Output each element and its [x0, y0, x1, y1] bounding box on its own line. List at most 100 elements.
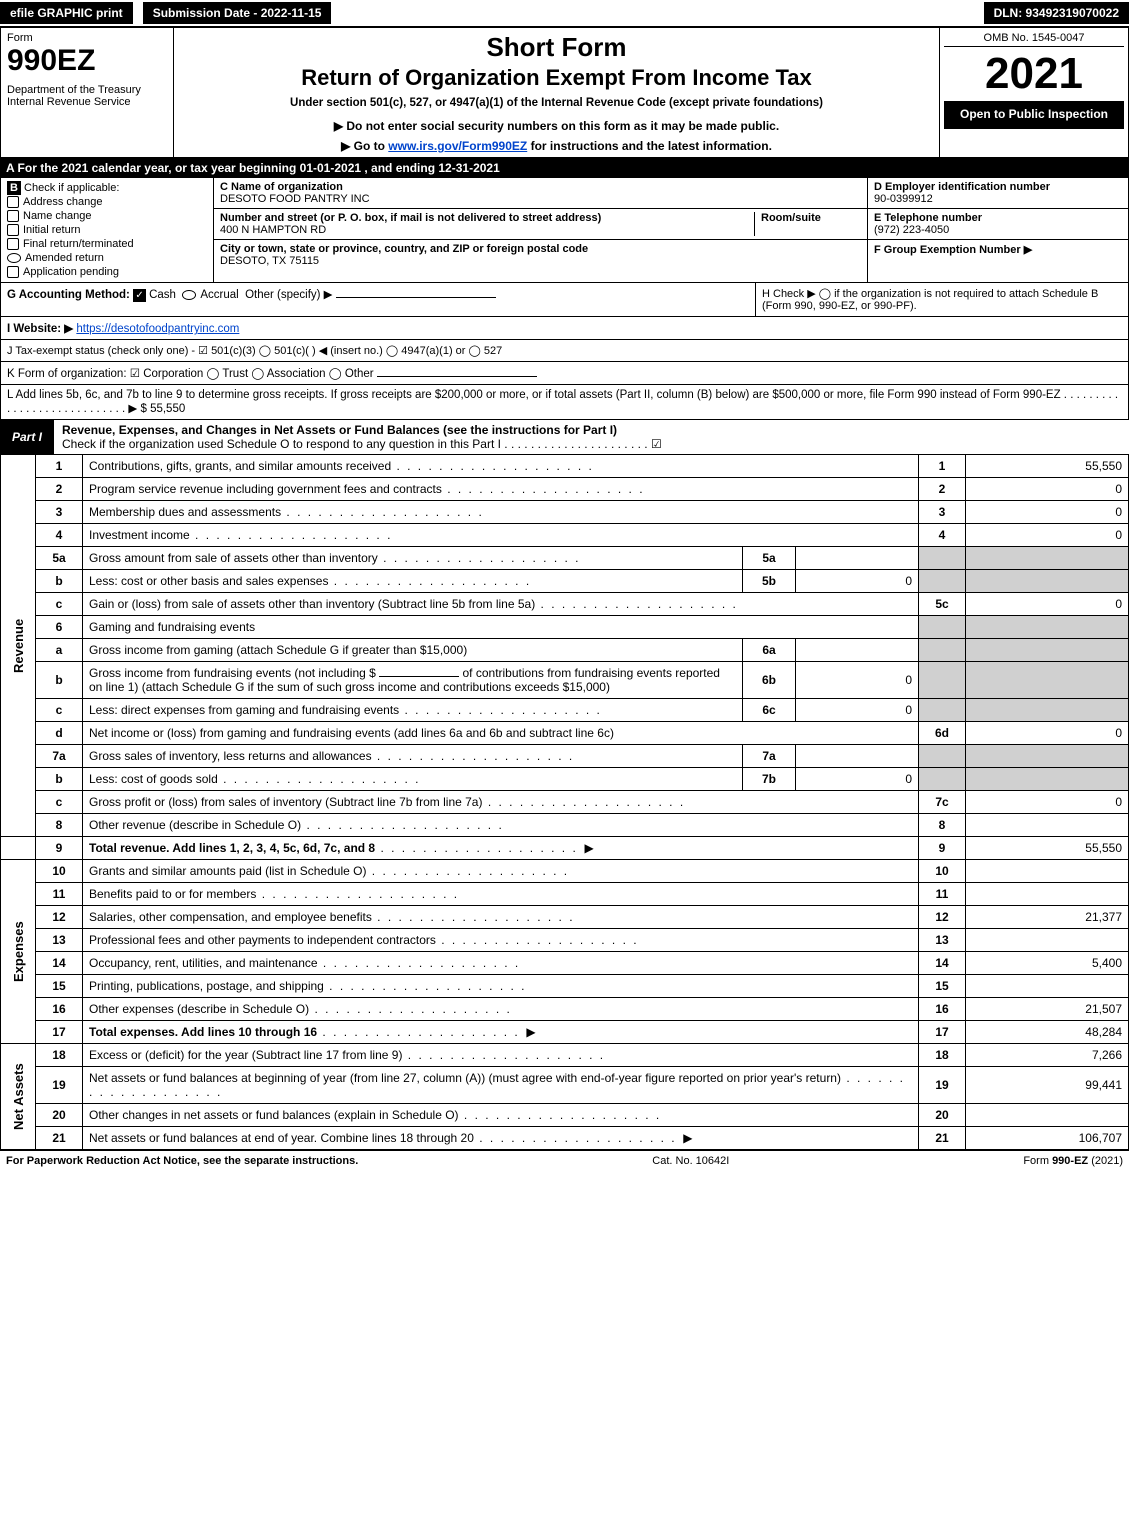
- line-num: b: [36, 768, 83, 791]
- sub-value: 0: [796, 699, 919, 722]
- line-num: 11: [36, 883, 83, 906]
- opt-final-return[interactable]: Final return/terminated: [7, 238, 207, 250]
- city-value: DESOTO, TX 75115: [220, 255, 319, 267]
- line-value: 21,507: [966, 998, 1129, 1021]
- row-gh: G Accounting Method: ✓Cash Accrual Other…: [0, 283, 1129, 317]
- shaded-cell: [919, 547, 966, 570]
- line-num: 12: [36, 906, 83, 929]
- line-ref: 20: [919, 1104, 966, 1127]
- line-num: 10: [36, 860, 83, 883]
- sub-ref: 6a: [743, 639, 796, 662]
- line-ref: 9: [919, 837, 966, 860]
- website-link[interactable]: https://desotofoodpantryinc.com: [76, 323, 239, 335]
- line-ref: 11: [919, 883, 966, 906]
- line-num: b: [36, 662, 83, 699]
- line-num: 6: [36, 616, 83, 639]
- g-other-blank[interactable]: [336, 297, 496, 298]
- line-num: 20: [36, 1104, 83, 1127]
- line-desc: Less: cost of goods sold: [89, 772, 420, 786]
- line-ref: 10: [919, 860, 966, 883]
- opt-address-change[interactable]: Address change: [7, 196, 207, 208]
- opt-name-change[interactable]: Name change: [7, 210, 207, 222]
- part1-tag: Part I: [0, 427, 54, 447]
- shaded-cell: [966, 662, 1129, 699]
- radio-icon: [182, 290, 196, 300]
- line-desc: Benefits paid to or for members: [89, 887, 459, 901]
- line-num: c: [36, 699, 83, 722]
- dln-label: DLN: 93492319070022: [984, 2, 1129, 24]
- shaded-cell: [919, 570, 966, 593]
- radio-icon: [7, 253, 21, 263]
- checkbox-icon: [7, 224, 19, 236]
- shaded-cell: [919, 745, 966, 768]
- e-label: E Telephone number: [874, 212, 982, 224]
- opt-amended-return[interactable]: Amended return: [7, 252, 207, 264]
- line-ref: 13: [919, 929, 966, 952]
- efile-print-label[interactable]: efile GRAPHIC print: [0, 2, 133, 24]
- row-a-taxyear: A For the 2021 calendar year, or tax yea…: [0, 158, 1129, 178]
- line-value: 21,377: [966, 906, 1129, 929]
- irs-link[interactable]: www.irs.gov/Form990EZ: [388, 139, 527, 153]
- line-desc: Occupancy, rent, utilities, and maintena…: [89, 956, 520, 970]
- line-ref: 4: [919, 524, 966, 547]
- shaded-cell: [919, 616, 966, 639]
- line-desc: Gross income from fundraising events (no…: [83, 662, 743, 699]
- line-num: 8: [36, 814, 83, 837]
- line-ref: 15: [919, 975, 966, 998]
- c-name-label: C Name of organization: [220, 181, 343, 193]
- col-b: B Check if applicable: Address change Na…: [1, 178, 214, 282]
- department-label: Department of the Treasury Internal Reve…: [7, 84, 167, 108]
- line-num: c: [36, 791, 83, 814]
- line-ref: 17: [919, 1021, 966, 1044]
- line-ref: 8: [919, 814, 966, 837]
- g-label: G Accounting Method:: [7, 289, 130, 301]
- line-desc: Gross sales of inventory, less returns a…: [89, 749, 574, 763]
- line-ref: 18: [919, 1044, 966, 1067]
- b-check-if: Check if applicable:: [24, 182, 119, 194]
- sub-ref: 7a: [743, 745, 796, 768]
- sub-value: 0: [796, 768, 919, 791]
- i-label: I Website: ▶: [7, 323, 73, 335]
- top-bar: efile GRAPHIC print Submission Date - 20…: [0, 0, 1129, 27]
- line-desc: Excess or (deficit) for the year (Subtra…: [89, 1048, 605, 1062]
- row-k: K Form of organization: ☑ Corporation ◯ …: [0, 362, 1129, 385]
- form-header: Form 990EZ Department of the Treasury In…: [0, 27, 1129, 158]
- catalog-number: Cat. No. 10642I: [652, 1155, 729, 1167]
- line-num: 4: [36, 524, 83, 547]
- line-desc: Contributions, gifts, grants, and simila…: [89, 459, 594, 473]
- line-ref: 21: [919, 1127, 966, 1150]
- part1-sub: Check if the organization used Schedule …: [62, 437, 662, 451]
- line-value: 0: [966, 478, 1129, 501]
- d-label: D Employer identification number: [874, 181, 1050, 193]
- sub-value: [796, 639, 919, 662]
- line-desc: Less: direct expenses from gaming and fu…: [89, 703, 602, 717]
- header-center: Short Form Return of Organization Exempt…: [174, 28, 940, 157]
- line-desc: Gain or (loss) from sale of assets other…: [89, 597, 738, 611]
- checkbox-icon: [7, 238, 19, 250]
- line-num: 13: [36, 929, 83, 952]
- k-other-blank[interactable]: [377, 376, 537, 377]
- room-label: Room/suite: [761, 212, 821, 224]
- part1-header: Part I Revenue, Expenses, and Changes in…: [0, 420, 1129, 454]
- opt-application-pending[interactable]: Application pending: [7, 266, 207, 278]
- line-desc: Net income or (loss) from gaming and fun…: [83, 722, 919, 745]
- line-value: [966, 814, 1129, 837]
- shaded-cell: [966, 768, 1129, 791]
- f-label: F Group Exemption Number ▶: [874, 244, 1032, 256]
- checkbox-icon: [7, 210, 19, 222]
- line-num: 14: [36, 952, 83, 975]
- g-other: Other (specify) ▶: [245, 289, 332, 301]
- opt-initial-return[interactable]: Initial return: [7, 224, 207, 236]
- tax-year: 2021: [944, 49, 1124, 99]
- line-desc: Other changes in net assets or fund bala…: [89, 1108, 661, 1122]
- line-num: 7a: [36, 745, 83, 768]
- ein-value: 90-0399912: [874, 193, 933, 205]
- line-desc: Membership dues and assessments: [89, 505, 484, 519]
- k-text: K Form of organization: ☑ Corporation ◯ …: [7, 368, 374, 380]
- checkbox-checked-icon: ✓: [133, 289, 146, 302]
- line-desc: Other expenses (describe in Schedule O): [89, 1002, 512, 1016]
- line-ref: 6d: [919, 722, 966, 745]
- return-title: Return of Organization Exempt From Incom…: [182, 65, 931, 91]
- line-ref: 16: [919, 998, 966, 1021]
- blank-amount[interactable]: [379, 676, 459, 677]
